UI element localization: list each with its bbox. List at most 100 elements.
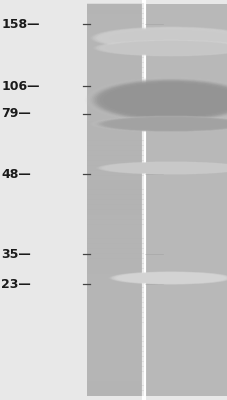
Bar <box>86 263 143 269</box>
Bar <box>86 180 143 185</box>
Bar <box>86 77 143 82</box>
Ellipse shape <box>86 77 227 123</box>
Bar <box>86 126 143 131</box>
Bar <box>86 341 143 347</box>
Bar <box>86 4 143 396</box>
Bar <box>86 238 143 244</box>
Bar <box>86 390 143 396</box>
Ellipse shape <box>99 28 227 48</box>
Ellipse shape <box>118 272 223 284</box>
Bar <box>86 52 143 58</box>
Ellipse shape <box>94 80 227 120</box>
Bar <box>86 336 143 342</box>
Ellipse shape <box>89 115 227 133</box>
Ellipse shape <box>116 164 225 172</box>
Ellipse shape <box>111 42 227 54</box>
Text: 48—: 48— <box>1 168 31 180</box>
Ellipse shape <box>113 163 227 173</box>
Ellipse shape <box>92 116 227 132</box>
Ellipse shape <box>94 116 227 132</box>
Ellipse shape <box>96 81 227 119</box>
Ellipse shape <box>104 84 227 116</box>
Bar <box>86 111 143 117</box>
Bar <box>86 62 143 68</box>
Text: 35—: 35— <box>1 248 31 260</box>
Bar <box>86 229 143 234</box>
Bar <box>86 194 143 200</box>
Ellipse shape <box>103 83 227 117</box>
Bar <box>86 351 143 357</box>
Bar <box>86 307 143 313</box>
Ellipse shape <box>104 162 227 174</box>
Ellipse shape <box>98 81 227 119</box>
Bar <box>86 386 143 391</box>
Ellipse shape <box>122 273 218 283</box>
Bar <box>86 8 143 14</box>
Ellipse shape <box>106 162 227 174</box>
Bar <box>86 42 143 48</box>
Ellipse shape <box>101 83 227 118</box>
Ellipse shape <box>108 271 227 285</box>
Ellipse shape <box>109 271 227 285</box>
Bar <box>86 82 143 87</box>
Ellipse shape <box>124 274 217 282</box>
Ellipse shape <box>98 162 227 174</box>
Ellipse shape <box>114 272 227 284</box>
Ellipse shape <box>108 118 227 130</box>
Ellipse shape <box>109 163 227 173</box>
Ellipse shape <box>103 29 227 47</box>
Bar <box>86 67 143 73</box>
Ellipse shape <box>103 41 227 55</box>
Bar <box>86 165 143 170</box>
Bar <box>86 38 143 43</box>
Ellipse shape <box>120 273 220 283</box>
Ellipse shape <box>110 118 227 130</box>
Bar <box>86 28 143 34</box>
Bar <box>86 130 143 136</box>
Bar <box>86 312 143 318</box>
Bar <box>86 258 143 264</box>
Ellipse shape <box>111 118 227 130</box>
Ellipse shape <box>108 85 227 115</box>
Bar <box>86 292 143 298</box>
Ellipse shape <box>111 272 227 284</box>
Ellipse shape <box>101 41 227 55</box>
Ellipse shape <box>98 40 227 56</box>
Bar <box>86 380 143 386</box>
Bar <box>86 282 143 288</box>
Ellipse shape <box>94 27 227 49</box>
Bar <box>86 214 143 220</box>
Ellipse shape <box>102 28 227 48</box>
Bar <box>86 317 143 322</box>
Ellipse shape <box>100 162 227 174</box>
Bar <box>86 224 143 230</box>
Ellipse shape <box>97 116 227 132</box>
Ellipse shape <box>94 40 227 56</box>
Ellipse shape <box>115 272 225 284</box>
Ellipse shape <box>106 41 227 55</box>
Ellipse shape <box>108 30 227 46</box>
Bar <box>86 150 143 156</box>
Bar <box>86 121 143 126</box>
Ellipse shape <box>95 40 227 56</box>
Bar <box>86 204 143 210</box>
Bar <box>86 297 143 303</box>
Bar <box>86 13 143 19</box>
Bar <box>86 248 143 254</box>
Bar <box>144 4 227 396</box>
Ellipse shape <box>89 78 227 122</box>
Bar <box>86 302 143 308</box>
Ellipse shape <box>84 77 227 123</box>
Bar <box>86 326 143 332</box>
Ellipse shape <box>97 28 227 48</box>
Text: 79—: 79— <box>1 108 31 120</box>
Bar <box>86 170 143 176</box>
Ellipse shape <box>100 28 227 48</box>
Ellipse shape <box>95 161 227 175</box>
Ellipse shape <box>88 78 227 122</box>
Bar <box>86 190 143 195</box>
Ellipse shape <box>97 161 227 175</box>
Ellipse shape <box>114 42 227 54</box>
Ellipse shape <box>103 162 227 174</box>
Bar <box>86 346 143 352</box>
